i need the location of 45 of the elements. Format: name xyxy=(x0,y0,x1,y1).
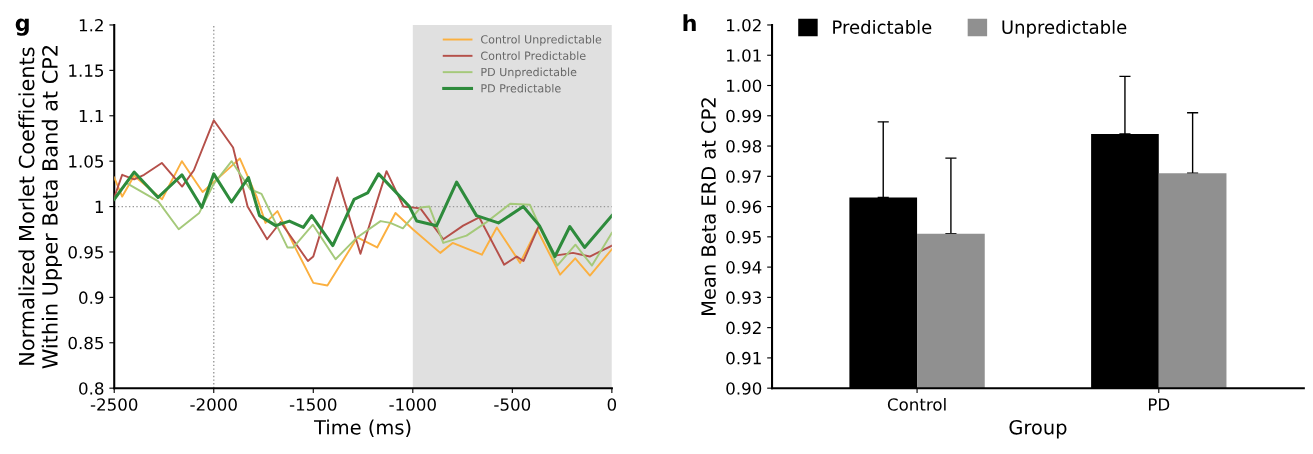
y-tick-label: 0.97 xyxy=(726,170,761,183)
y-tick-label: 0.98 xyxy=(726,140,762,153)
line-series xyxy=(114,170,612,259)
x-tick-label: Control xyxy=(887,397,946,411)
y-tick-label: 1.00 xyxy=(727,79,762,93)
legend-label: Control Unpredictable xyxy=(481,34,602,46)
x-tick-label: -2500 xyxy=(90,398,138,411)
x-axis-title: Time (ms) xyxy=(313,419,411,437)
legend-label: Predictable xyxy=(833,19,932,34)
y-tick-label: 0.94 xyxy=(726,261,762,274)
x-tick-label: 0 xyxy=(607,398,617,411)
chart-title: g xyxy=(15,18,29,36)
x-tick-label: -2000 xyxy=(190,398,237,411)
x-tick-label: PD xyxy=(1148,398,1170,411)
y-tick-label: 0.9 xyxy=(79,291,104,304)
y-tick-label: 0.95 xyxy=(726,230,761,244)
y-tick-label: 0.99 xyxy=(726,109,762,123)
y-tick-label: 1.15 xyxy=(69,64,104,77)
y-tick-label: 0.95 xyxy=(68,245,104,259)
y-tick-label: 1.02 xyxy=(727,18,761,32)
legend-label: Unpredictable xyxy=(1002,19,1127,38)
y-tick-label: 0.91 xyxy=(726,351,761,365)
y-tick-label: 1 xyxy=(95,200,103,213)
y-tick-label: 0.85 xyxy=(68,336,104,350)
y-tick-label: 1.01 xyxy=(727,49,761,62)
y-tick-label: 0.92 xyxy=(726,321,761,335)
x-axis-title: Group xyxy=(1009,419,1067,439)
x-tick-label: -500 xyxy=(494,398,531,411)
x-tick-label: -1500 xyxy=(289,398,337,411)
y-tick-label: 1.05 xyxy=(69,155,104,168)
line-series xyxy=(114,119,612,266)
y-tick-label: 0.96 xyxy=(726,200,762,214)
legend-label: PD Predictable xyxy=(481,83,561,93)
y-tick-label: 0.93 xyxy=(726,291,761,304)
y-axis-title: Normalized Morlet Coefficients Within Upper Beta Band at CP2 xyxy=(18,46,62,369)
y-tick-label: 1.1 xyxy=(79,109,103,123)
y-tick-label: 0.90 xyxy=(726,382,762,395)
y-axis-title: Mean Beta ERD at CP2 xyxy=(701,98,716,315)
y-tick-label: 1.2 xyxy=(79,18,103,32)
legend-label: Control Predictable xyxy=(481,51,586,60)
chart-title: h xyxy=(683,14,696,32)
legend-label: PD Unpredictable xyxy=(481,67,577,79)
line-series xyxy=(114,157,612,287)
x-tick-label: -1000 xyxy=(389,398,436,411)
y-tick-label: 0.8 xyxy=(79,382,104,395)
